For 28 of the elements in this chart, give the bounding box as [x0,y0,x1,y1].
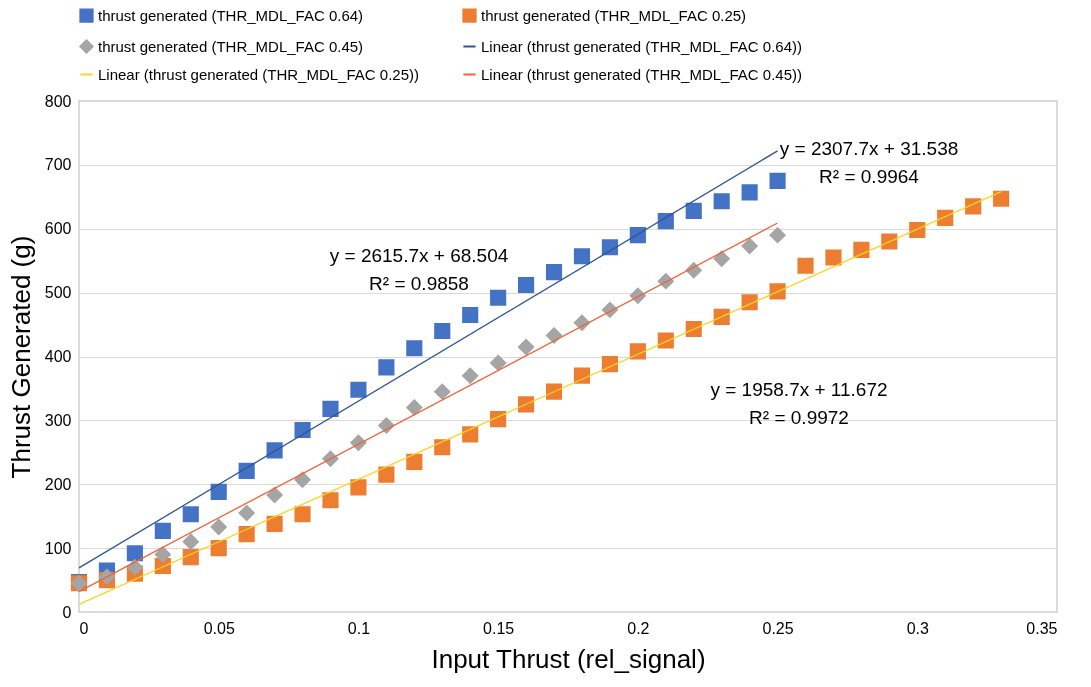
y-tick-label: 500 [44,284,72,302]
y-tick-label: 200 [44,475,72,493]
legend-label: Linear (thrust generated (THR_MDL_FAC 0.45)) [481,65,802,83]
y-tick-label: 700 [44,156,72,174]
x-tick-label: 0.15 [483,619,515,637]
y-tick-label: 800 [44,92,72,110]
legend-label: thrust generated (THR_MDL_FAC 0.64) [98,6,364,24]
legend-label: thrust generated (THR_MDL_FAC 0.45) [98,37,364,55]
y-tick-label: 100 [44,539,72,557]
y-tick-label: 0 [62,603,72,621]
x-tick-label: 0.05 [203,619,235,637]
x-tick-label: 0.25 [762,619,794,637]
annotation: y = 2307.7x + 31.538 R² = 0.9964 [779,138,959,188]
annotation: y = 1958.7x + 11.672 R² = 0.9972 [710,379,888,428]
annotation: y = 2615.7x + 68.504 R² = 0.9858 [329,244,509,294]
x-tick-label: 0.1 [347,619,371,637]
y-tick-label: 600 [44,220,72,238]
y-axis-title: Thrust Generated (g) [5,235,36,479]
x-axis-title: Input Thrust (rel_signal) [431,643,706,674]
y-tick-label: 300 [44,411,72,429]
x-tick-label: 0.35 [1026,619,1058,637]
x-tick-label: 0.3 [906,619,929,637]
y-tick-label: 400 [44,348,72,365]
legend-label: thrust generated (THR_MDL_FAC 0.25) [481,6,747,24]
legend-label: Linear (thrust generated (THR_MDL_FAC 0.64)) [481,37,802,55]
x-tick-label: 0 [79,619,89,637]
x-tick-label: 0.2 [627,619,650,637]
legend-label: Linear (thrust generated (THR_MDL_FAC 0.25)) [98,65,419,83]
